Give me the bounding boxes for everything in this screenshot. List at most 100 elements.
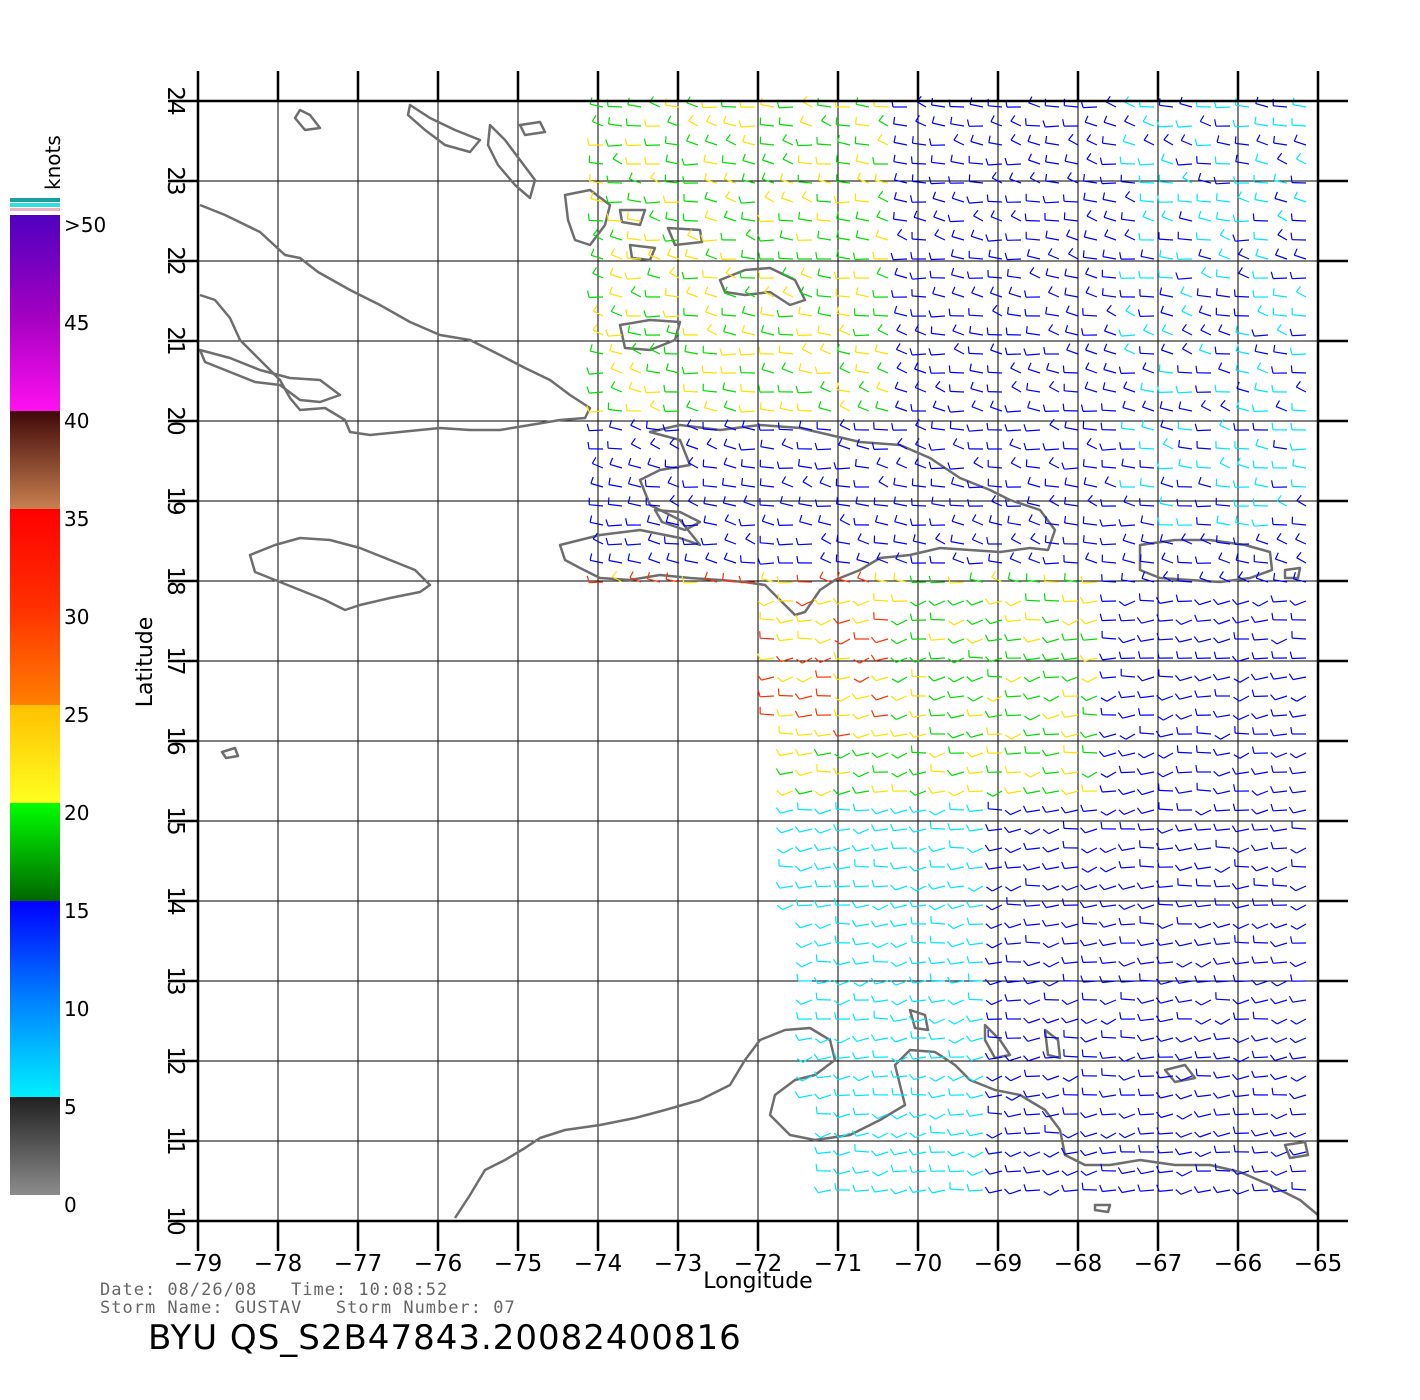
wind-vector xyxy=(1025,219,1041,222)
wind-vector xyxy=(1026,1170,1041,1174)
wind-barb xyxy=(889,862,895,870)
wind-vector xyxy=(912,162,927,165)
wind-barb xyxy=(739,270,742,278)
wind-vector xyxy=(1049,1189,1060,1196)
wind-vector xyxy=(817,847,832,851)
wind-vector xyxy=(988,466,1003,469)
lat-tick-label: 10 xyxy=(162,1206,188,1235)
wind-vector xyxy=(1102,1056,1117,1059)
wind-vector xyxy=(1292,314,1307,317)
wind-barb xyxy=(908,826,914,833)
wind-vector xyxy=(1294,197,1307,203)
wind-barb xyxy=(741,173,745,181)
wind-barb xyxy=(681,271,685,279)
wind-barb xyxy=(1252,601,1259,607)
wind-barb xyxy=(1232,923,1239,930)
wind-barb xyxy=(929,859,932,867)
wind-vector xyxy=(1028,999,1041,1005)
wind-barb xyxy=(928,905,936,911)
wind-vector xyxy=(1182,329,1193,336)
wind-barb xyxy=(984,634,990,642)
wind-barb xyxy=(757,689,761,697)
wind-vector xyxy=(1103,368,1117,374)
wind-barb xyxy=(1137,1069,1141,1077)
wind-barb xyxy=(877,190,884,198)
wind-vector xyxy=(820,348,832,355)
product-title: BYU QS_S2B47843.20082400816 xyxy=(148,1318,742,1358)
wind-vector xyxy=(875,350,889,355)
wind-barb xyxy=(1024,772,1031,778)
wind-vector xyxy=(992,695,1003,702)
wind-vector xyxy=(1238,253,1250,260)
wind-barb xyxy=(947,599,954,606)
coast-bahamas-6 xyxy=(618,208,647,227)
wind-vector xyxy=(1007,522,1022,526)
wind-barb xyxy=(947,214,951,222)
wind-vector xyxy=(780,619,794,624)
wind-vector xyxy=(896,1132,908,1139)
wind-barb xyxy=(1064,154,1068,162)
wind-vector xyxy=(1235,732,1250,735)
wind-vector xyxy=(724,558,737,564)
wind-vector xyxy=(954,348,965,355)
wind-barb xyxy=(1251,956,1255,964)
wind-vector xyxy=(1122,407,1136,412)
wind-vector xyxy=(629,368,642,374)
wind-barb xyxy=(682,480,685,488)
wind-barb xyxy=(1250,673,1256,681)
wind-barb xyxy=(876,362,882,369)
wind-barb xyxy=(1061,956,1065,964)
wind-barb xyxy=(1102,382,1106,390)
wind-vector xyxy=(611,310,623,317)
wind-barb xyxy=(967,1076,974,1082)
wind-barb xyxy=(1160,476,1165,484)
wind-vector xyxy=(1010,600,1022,607)
wind-barb xyxy=(819,571,824,579)
wind-barb xyxy=(1023,842,1027,850)
wind-vector xyxy=(1026,847,1041,851)
wind-vector xyxy=(1102,790,1117,793)
wind-barb xyxy=(1212,1092,1219,1099)
wind-barb xyxy=(1194,1089,1198,1097)
wind-barb xyxy=(761,153,766,161)
wind-vector xyxy=(1010,1151,1022,1158)
wind-barb xyxy=(877,323,883,331)
wind-barb xyxy=(929,518,932,526)
wind-barb xyxy=(910,688,913,696)
wind-vector xyxy=(779,543,794,546)
wind-vector xyxy=(1045,562,1060,565)
wind-barb xyxy=(839,418,845,426)
lon-tick-label: −75 xyxy=(494,1251,543,1277)
wind-barb xyxy=(1025,573,1028,581)
wind-vector xyxy=(666,331,680,336)
wind-vector xyxy=(1046,638,1060,644)
wind-barb xyxy=(1289,1131,1296,1138)
wind-barb xyxy=(687,229,692,236)
wind-vector xyxy=(1197,847,1212,851)
wind-vector xyxy=(1216,1075,1231,1079)
wind-vector xyxy=(1121,1170,1136,1175)
wind-barb xyxy=(1289,443,1293,451)
wind-barb xyxy=(1045,230,1048,238)
wind-vector xyxy=(930,182,946,185)
wind-barb xyxy=(1041,863,1047,870)
wind-vector xyxy=(1010,367,1022,374)
wind-barb xyxy=(1291,859,1293,867)
wind-barb xyxy=(798,306,801,314)
wind-vector xyxy=(665,294,680,298)
wind-vector xyxy=(1253,941,1269,944)
wind-vector xyxy=(969,866,984,870)
wind-barb xyxy=(814,1038,822,1044)
wind-vector xyxy=(893,579,908,583)
wind-barb xyxy=(875,400,879,408)
wind-vector xyxy=(1140,846,1155,849)
wind-barb xyxy=(688,114,694,122)
wind-barb xyxy=(853,982,861,987)
wind-vector xyxy=(912,980,927,984)
wind-vector xyxy=(1122,140,1136,146)
wind-barb xyxy=(1290,697,1298,702)
wind-vector xyxy=(1140,560,1155,564)
wind-barb xyxy=(795,898,799,906)
wind-barb xyxy=(1175,158,1179,166)
wind-vector xyxy=(1276,638,1288,645)
